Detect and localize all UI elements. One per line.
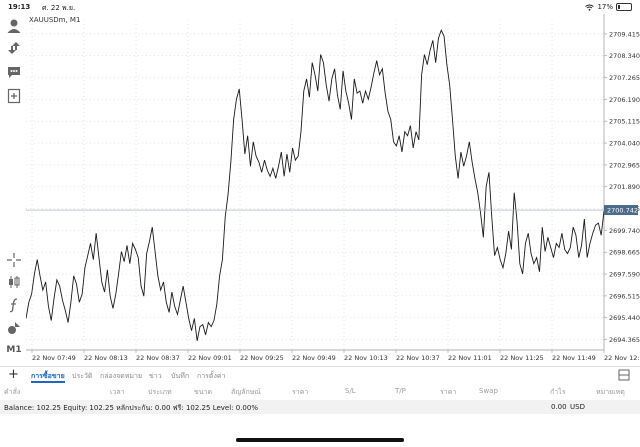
x-tick-label: 22 Nov 08:13 (84, 354, 128, 362)
active-tab-indicator (31, 381, 65, 383)
y-tick-label: 2695.440 (609, 314, 640, 322)
tab-trade[interactable]: การซื้อขาย (31, 372, 65, 380)
crosshair-icon[interactable] (6, 252, 22, 268)
account-icon[interactable] (6, 18, 22, 34)
add-icon[interactable]: + (8, 367, 19, 382)
tab-mailbox[interactable]: กล่องจดหมาย (100, 372, 143, 380)
total-profit: 0.00 (551, 403, 567, 411)
price-chart[interactable]: 2709.415 2708.340 2707.265 2706.190 2705.115… (26, 14, 640, 366)
tab-journal[interactable]: บันทึก (171, 372, 190, 380)
collapse-panel-icon[interactable] (618, 369, 630, 381)
trade-table-header: คำสั่ง เวลา ประเภท ขนาด สัญลักษณ์ ราคา S… (0, 384, 640, 398)
x-tick-label: 22 Nov 08:37 (136, 354, 180, 362)
y-tick-label: 2697.590 (609, 271, 640, 279)
trade-arrows-icon[interactable] (6, 40, 22, 56)
tab-settings[interactable]: การตั้งค่า (197, 372, 226, 380)
x-tick-label: 22 Nov 07:49 (32, 354, 76, 362)
y-tick-label: 2707.265 (609, 74, 640, 82)
x-tick-label: 22 Nov 11:25 (500, 354, 544, 362)
objects-icon[interactable] (6, 320, 22, 336)
chart-canvas[interactable]: 2709.415 2708.340 2707.265 2706.190 2705.115… (26, 14, 640, 366)
x-tick-label: 22 Nov 12:13 (604, 354, 640, 362)
chat-icon[interactable] (6, 64, 22, 80)
account-currency: USD (570, 403, 585, 411)
y-tick-label: 2708.340 (609, 52, 640, 60)
status-date: ศ. 22 พ.ย. (42, 4, 76, 12)
status-indicators: 17% (585, 3, 632, 11)
header-time: เวลา (110, 388, 125, 396)
y-tick-label: 2698.665 (609, 249, 640, 257)
y-tick-label: 2709.415 (609, 30, 640, 38)
status-bar: 19:13 ศ. 22 พ.ย. 17% (0, 0, 640, 14)
y-tick-label: 2705.115 (609, 118, 640, 126)
header-profit: กำไร (550, 388, 566, 396)
y-tick-label: 2696.515 (609, 292, 640, 300)
x-tick-label: 22 Nov 10:13 (344, 354, 388, 362)
header-tp: T/P (395, 387, 406, 395)
terminal-tabs: + การซื้อขาย ประวัติ กล่องจดหมาย ข่าว บั… (0, 366, 640, 383)
status-time: 19:13 (8, 3, 31, 11)
battery-icon (616, 3, 632, 11)
account-summary: Balance: 102.25 Equity: 102.25 หลักประกั… (0, 400, 640, 414)
home-indicator[interactable] (236, 438, 404, 442)
indicators-icon[interactable] (6, 297, 22, 313)
chart-toolbar: M1 (0, 14, 26, 360)
x-tick-label: 22 Nov 10:37 (396, 354, 440, 362)
header-volume: ขนาด (194, 388, 213, 396)
balance-line: Balance: 102.25 Equity: 102.25 หลักประกั… (4, 404, 258, 412)
current-price-label: 2700.742 (607, 207, 638, 215)
new-order-icon[interactable] (6, 88, 22, 104)
header-comment: หมายเหตุ (596, 388, 625, 396)
candles-icon[interactable] (6, 274, 22, 290)
x-tick-label: 22 Nov 11:49 (552, 354, 596, 362)
y-tick-label: 2699.740 (609, 227, 640, 235)
battery-percent: 17% (597, 3, 613, 11)
tab-history[interactable]: ประวัติ (72, 372, 93, 380)
y-tick-label: 2704.040 (609, 140, 640, 148)
x-tick-label: 22 Nov 09:49 (292, 354, 336, 362)
y-tick-label: 2706.190 (609, 96, 640, 104)
x-tick-label: 22 Nov 09:25 (240, 354, 284, 362)
header-symbol: สัญลักษณ์ (231, 388, 261, 396)
header-price: ราคา (292, 388, 309, 396)
price-line (26, 28, 605, 341)
y-tick-label: 2694.365 (609, 336, 640, 344)
chart-symbol-label: XAUUSDm, M1 (29, 16, 81, 24)
header-order: คำสั่ง (4, 388, 21, 396)
wifi-icon (585, 4, 595, 11)
header-price-current: ราคา (440, 388, 457, 396)
y-tick-label: 2701.890 (609, 183, 640, 191)
timeframe-button[interactable]: M1 (6, 345, 22, 355)
x-tick-label: 22 Nov 09:01 (188, 354, 232, 362)
y-tick-label: 2702.965 (609, 161, 640, 169)
tab-news[interactable]: ข่าว (149, 372, 162, 380)
header-type: ประเภท (148, 388, 172, 396)
x-tick-label: 22 Nov 11:01 (448, 354, 492, 362)
current-price-tag (604, 205, 638, 216)
header-sl: S/L (345, 387, 356, 395)
header-swap: Swap (479, 387, 498, 395)
